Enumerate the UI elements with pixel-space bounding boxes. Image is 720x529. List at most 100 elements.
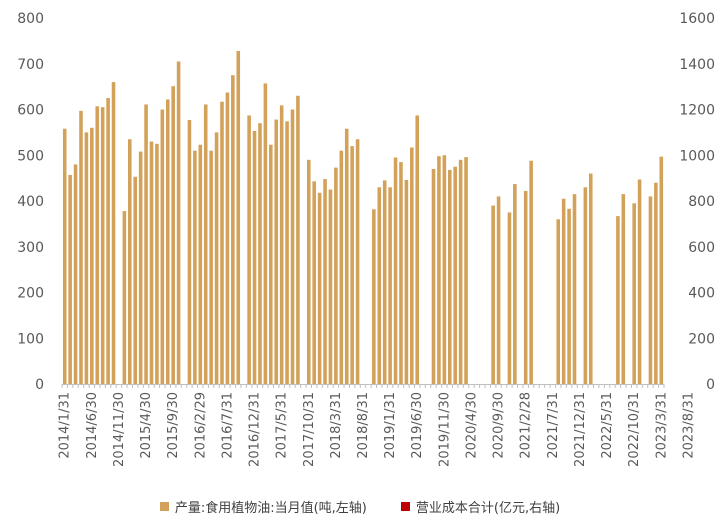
production-bar	[263, 83, 268, 385]
left-tick-label: 700	[17, 57, 44, 73]
production-bar	[393, 157, 398, 384]
left-axis: 0 100 200 300 400 500 600 700 800	[17, 11, 44, 393]
production-bar	[95, 106, 100, 385]
production-bar	[659, 156, 664, 384]
left-tick-label: 500	[17, 148, 44, 164]
production-bar	[355, 139, 360, 384]
x-tick-label: 2021/7/31	[546, 392, 561, 459]
x-tick-label: 2019/11/30	[437, 392, 452, 467]
production-bar	[258, 123, 262, 384]
left-tick-label: 200	[17, 286, 44, 302]
legend-swatch-production	[159, 501, 169, 511]
production-bar	[588, 173, 593, 384]
production-bar	[529, 160, 533, 384]
production-bar	[73, 164, 78, 384]
production-bar	[187, 120, 192, 385]
left-tick-label: 300	[17, 240, 44, 256]
production-bar	[225, 92, 230, 384]
production-bar	[453, 166, 457, 384]
production-bar	[496, 196, 501, 384]
production-bar	[247, 115, 251, 384]
production-bar	[410, 147, 414, 384]
production-bar	[193, 150, 197, 384]
production-bar	[90, 127, 94, 385]
production-bar	[133, 176, 138, 384]
x-tick-label: 2023/3/31	[654, 392, 669, 459]
production-bar	[377, 187, 382, 384]
production-bar	[344, 128, 349, 384]
production-bar	[339, 150, 344, 384]
left-tick-label: 400	[17, 194, 44, 210]
production-bar	[491, 205, 495, 384]
x-tick-label: 2023/8/31	[681, 392, 696, 459]
production-bar	[567, 208, 571, 384]
x-tick-label: 2016/7/31	[220, 392, 235, 459]
production-bar	[155, 143, 159, 384]
production-bar	[648, 196, 653, 384]
x-tick-label: 2022/5/31	[600, 392, 615, 459]
left-tick-label: 100	[17, 331, 44, 347]
x-tick-label: 2016/12/31	[248, 392, 263, 467]
x-tick-label: 2017/5/31	[275, 392, 290, 459]
production-bar	[404, 179, 409, 384]
x-tick-label: 2021/2/28	[519, 392, 534, 459]
production-bar	[306, 159, 311, 384]
production-bar	[128, 139, 132, 384]
production-bar	[231, 75, 235, 384]
right-tick-label: 1600	[679, 11, 715, 27]
x-tick-label: 2016/2/29	[193, 392, 208, 459]
production-bar	[171, 86, 175, 385]
production-bar	[62, 128, 67, 384]
production-bar	[616, 216, 620, 384]
right-tick-label: 800	[688, 194, 715, 210]
production-bar	[68, 174, 72, 384]
right-tick-label: 0	[706, 377, 715, 393]
production-bar	[312, 181, 316, 384]
x-tick-label: 2019/1/31	[383, 392, 398, 459]
x-tick-label: 2021/12/31	[573, 392, 588, 467]
x-tick-label: 2018/3/31	[329, 392, 344, 459]
production-bar	[220, 101, 224, 384]
production-bar	[144, 104, 148, 384]
production-bar	[561, 198, 566, 384]
production-bar	[621, 194, 626, 384]
right-tick-label: 600	[688, 240, 715, 256]
production-bar	[583, 187, 588, 384]
production-bar	[464, 157, 468, 384]
production-bar	[160, 109, 165, 384]
production-bar	[523, 190, 528, 384]
production-bar	[138, 151, 143, 384]
production-bar	[317, 192, 322, 384]
production-bar	[214, 132, 219, 385]
x-tick-label: 2014/1/31	[58, 392, 73, 459]
production-bar	[285, 121, 289, 384]
production-bar	[437, 156, 441, 384]
production-bar	[296, 95, 300, 384]
right-axis: 0 200 400 600 800 1000 1200 1400 1600	[679, 11, 715, 393]
production-bar	[198, 144, 203, 384]
production-bar	[100, 107, 105, 385]
right-tick-label: 1000	[679, 148, 715, 164]
production-bar	[447, 169, 452, 384]
right-tick-label: 1400	[679, 57, 715, 73]
production-bar	[328, 189, 333, 384]
x-tick-label: 2015/9/30	[166, 392, 181, 459]
production-bar	[279, 105, 284, 384]
left-tick-label: 800	[17, 11, 44, 27]
production-bar	[334, 167, 338, 384]
production-bar	[507, 212, 512, 384]
production-bar	[431, 168, 436, 384]
production-bar	[165, 99, 170, 384]
production-bar	[84, 132, 89, 385]
production-bar	[176, 61, 181, 385]
production-bar	[382, 180, 387, 384]
x-tick-label: 2018/8/31	[356, 392, 371, 459]
production-bar	[290, 109, 295, 384]
x-tick-label: 2015/4/30	[139, 392, 154, 459]
production-bar	[458, 159, 463, 384]
x-tick-label: 2020/9/30	[492, 392, 507, 459]
left-tick-label: 0	[35, 377, 44, 393]
production-bar	[556, 219, 561, 384]
